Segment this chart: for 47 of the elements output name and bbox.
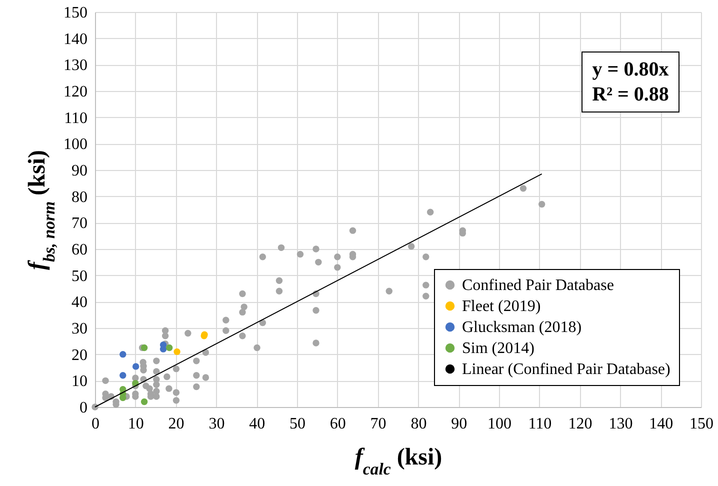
x-tick-label: 20 (168, 416, 184, 432)
x-tick-label: 40 (249, 416, 266, 432)
annotation: R² = 0.88 (592, 84, 669, 106)
x-tick-label: 60 (330, 416, 346, 432)
x-axis-title: f$_{calc}$ (ksi) (354, 444, 442, 478)
y-tick-label: 0 (80, 400, 88, 416)
x-tick-label: 140 (649, 416, 674, 432)
legend-label: Sim (2014) (462, 340, 534, 357)
y-tick-label: 120 (64, 84, 88, 100)
y-tick-label: 110 (64, 110, 88, 127)
y-tick-label: 90 (72, 162, 88, 180)
point (166, 344, 173, 352)
y-tick-label: 60 (72, 242, 88, 258)
x-tick-label: 70 (370, 416, 386, 432)
x-tick-label: 150 (690, 416, 714, 432)
y-tick-label: 40 (72, 294, 88, 312)
x-tick-label: 110 (528, 416, 552, 432)
x-tick-label: 100 (488, 416, 512, 432)
y-tick-label: 150 (64, 4, 88, 22)
y-tick-label: 100 (64, 136, 88, 154)
y-tick-label: 10 (72, 373, 88, 390)
point (120, 372, 126, 379)
y-tick-label: 20 (72, 346, 88, 364)
y-tick-label: 80 (72, 188, 88, 206)
legend-label: Fleet (2019) (462, 298, 541, 315)
x-tick-label: 10 (128, 416, 144, 432)
point (120, 350, 126, 358)
legend-label: Glucksman (2018) (462, 319, 582, 336)
x-tick-label: 90 (451, 416, 468, 432)
y-tick-label: 140 (64, 30, 88, 48)
point (140, 398, 148, 406)
x-tick-label: 50 (290, 416, 306, 432)
point (174, 348, 180, 356)
x-tick-label: 80 (410, 416, 427, 432)
x-tick-label: 120 (568, 416, 592, 432)
x-tick-label: 130 (608, 416, 633, 432)
x-tick-label: 30 (208, 416, 225, 432)
x-tick-label: 0 (92, 416, 100, 432)
point (160, 346, 167, 352)
annotation: y = 0.80x (592, 58, 669, 80)
y-tick-label: 50 (72, 268, 88, 285)
legend-label: Confined Pair Database (462, 277, 614, 294)
legend-label: Linear (Confined Pair Database) (462, 361, 670, 378)
y-tick-label: 70 (72, 215, 88, 232)
y-tick-label: 30 (72, 320, 88, 338)
y-tick-label: 130 (64, 57, 88, 74)
point (132, 363, 140, 370)
